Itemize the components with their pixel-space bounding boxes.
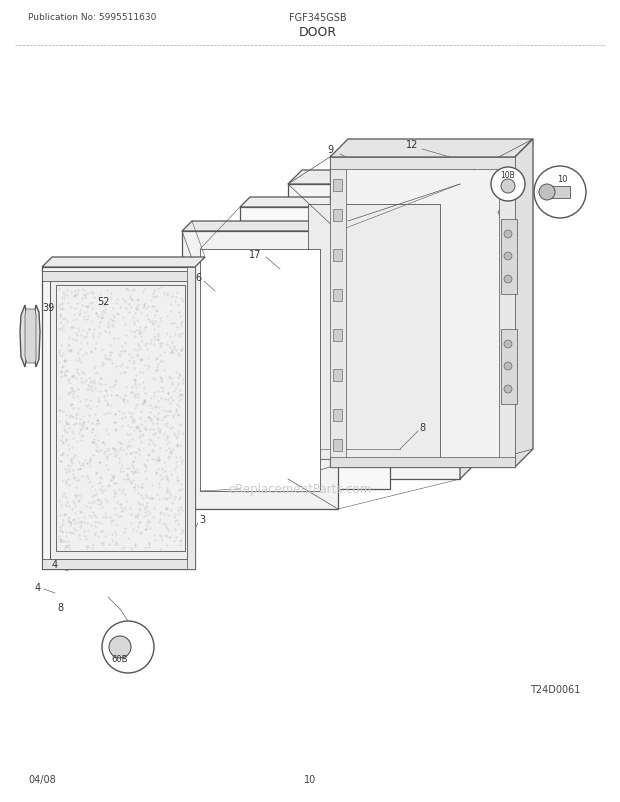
Polygon shape [200,249,320,492]
Polygon shape [333,439,342,452]
Text: 52: 52 [97,297,109,306]
Text: FGF345GSB: FGF345GSB [289,13,347,23]
Circle shape [504,341,512,349]
Circle shape [102,622,154,673]
Polygon shape [333,410,342,422]
Polygon shape [501,330,517,404]
Polygon shape [330,457,515,468]
Text: 10B: 10B [500,170,515,180]
Polygon shape [308,205,440,460]
Polygon shape [42,272,195,282]
Circle shape [504,276,512,284]
Text: 8: 8 [419,423,425,432]
Polygon shape [182,232,338,509]
Text: 17: 17 [249,249,261,260]
Circle shape [504,231,512,239]
Text: 6: 6 [195,273,201,282]
Circle shape [534,167,586,219]
Text: 10: 10 [557,174,567,184]
Circle shape [504,386,512,394]
Polygon shape [333,290,342,302]
Polygon shape [330,140,533,158]
Polygon shape [545,187,570,199]
Polygon shape [42,559,195,569]
Polygon shape [515,140,533,468]
Circle shape [539,184,555,200]
Circle shape [491,168,525,202]
Text: 10: 10 [304,774,316,784]
Polygon shape [42,257,205,268]
Polygon shape [187,268,195,569]
Polygon shape [333,249,342,261]
Text: T24D0061: T24D0061 [530,684,580,695]
Text: 12: 12 [406,140,418,150]
Text: 04/08: 04/08 [28,774,56,784]
Text: 3: 3 [199,514,205,525]
Text: Publication No: 5995511630: Publication No: 5995511630 [28,14,156,22]
Polygon shape [288,171,474,184]
Circle shape [504,363,512,371]
Polygon shape [25,310,36,363]
Polygon shape [50,276,187,561]
Text: 39: 39 [42,302,54,313]
Text: DOOR: DOOR [299,26,337,39]
Polygon shape [333,180,342,192]
Text: 4: 4 [35,582,41,592]
Polygon shape [42,268,195,569]
Polygon shape [56,286,185,551]
Polygon shape [333,370,342,382]
Polygon shape [333,330,342,342]
Polygon shape [182,221,348,232]
Polygon shape [460,171,474,480]
Circle shape [501,180,515,194]
Polygon shape [240,198,400,208]
Circle shape [109,636,131,658]
Polygon shape [501,220,517,294]
Polygon shape [330,158,515,170]
Polygon shape [333,210,342,221]
Polygon shape [240,208,390,489]
Polygon shape [330,158,346,468]
Text: 60B: 60B [112,654,128,664]
Text: 4: 4 [52,559,58,569]
Text: 9: 9 [327,145,333,155]
Text: eReplacementParts.com: eReplacementParts.com [228,483,371,496]
Polygon shape [330,158,515,468]
Polygon shape [20,306,40,367]
Polygon shape [288,184,460,480]
Text: 8: 8 [57,602,63,612]
Polygon shape [499,158,515,468]
Circle shape [504,253,512,261]
